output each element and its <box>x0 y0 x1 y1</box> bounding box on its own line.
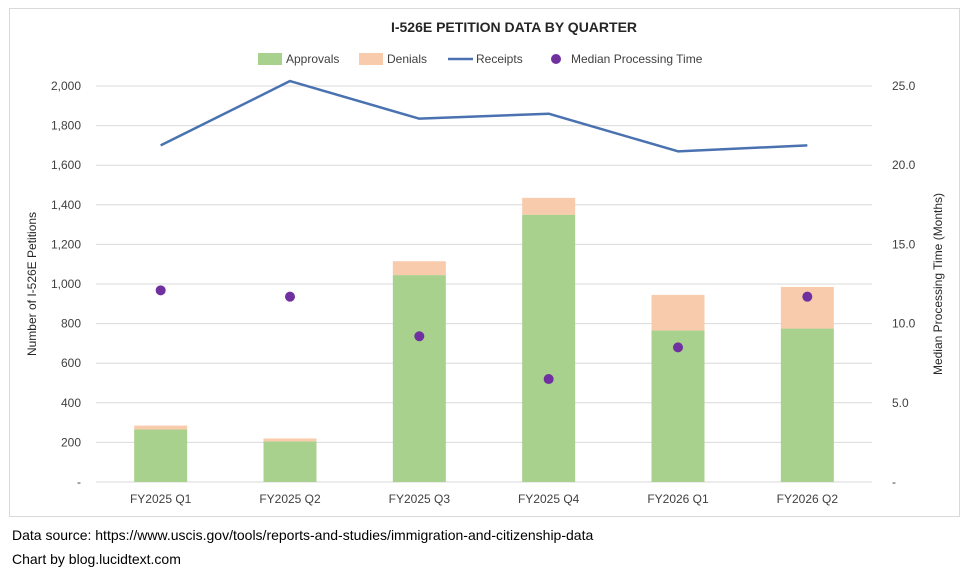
x-tick-label: FY2025 Q3 <box>389 492 451 506</box>
denials-bar <box>263 438 317 442</box>
y-tick-label: 800 <box>61 317 81 331</box>
median-processing-point <box>285 291 295 302</box>
approvals-bar <box>134 429 188 482</box>
y-tick-label: 1,200 <box>51 237 81 251</box>
legend-label-denials: Denials <box>387 52 427 66</box>
y-tick-label: 1,400 <box>51 198 81 212</box>
denials-bar <box>522 197 576 215</box>
approvals-bar <box>263 441 317 482</box>
median-processing-point <box>673 342 683 353</box>
legend-marker-median <box>551 54 561 64</box>
median-processing-point <box>414 331 425 342</box>
y-tick-label: 1,600 <box>51 158 81 172</box>
x-tick-label: FY2025 Q1 <box>130 492 192 506</box>
legend-swatch-denials <box>359 53 383 65</box>
x-tick-label: FY2026 Q1 <box>647 492 709 506</box>
approvals-bar <box>780 328 834 482</box>
chart-title: I-526E PETITION DATA BY QUARTER <box>391 19 637 35</box>
y2-tick-label: 20.0 <box>892 158 916 172</box>
x-tick-label: FY2025 Q2 <box>259 492 321 506</box>
y-axis-label: Number of I-526E Petitions <box>25 212 39 356</box>
denials-bar <box>392 261 446 276</box>
y-tick-label: 2,000 <box>51 79 81 93</box>
y-tick-label: 600 <box>61 356 81 370</box>
denials-bar <box>651 294 705 331</box>
chart-frame: I-526E PETITION DATA BY QUARTER - 200 400 60… <box>9 8 960 517</box>
chart-svg: I-526E PETITION DATA BY QUARTER - 200 400 60… <box>25 19 945 506</box>
approvals-bar <box>651 330 705 482</box>
legend-swatch-approvals <box>258 53 282 65</box>
y2-tick-label: 15.0 <box>892 237 916 251</box>
median-processing-point <box>155 285 166 296</box>
legend-label-receipts: Receipts <box>476 52 523 66</box>
y2-tick-label: 25.0 <box>892 79 916 93</box>
y2-axis-label: Median Processing Time (Months) <box>931 193 945 375</box>
x-tick-label: FY2025 Q4 <box>518 492 580 506</box>
data-source-note: Data source: https://www.uscis.gov/tools… <box>12 527 594 543</box>
y2-tick-label: 10.0 <box>892 317 916 331</box>
approvals-bar <box>522 214 576 482</box>
legend-label-median: Median Processing Time <box>571 52 703 66</box>
denials-bar <box>134 425 188 430</box>
legend-label-approvals: Approvals <box>286 52 339 66</box>
y2-tick-label: - <box>892 475 896 489</box>
y-tick-label: 1,800 <box>51 119 81 133</box>
receipts-line <box>160 79 808 153</box>
median-processing-point <box>802 291 813 302</box>
y-tick-label: 200 <box>61 435 81 449</box>
y-tick-label: 1,000 <box>51 277 81 291</box>
y2-tick-label: 5.0 <box>892 396 909 410</box>
chart-credit: Chart by blog.lucidtext.com <box>12 551 181 567</box>
approvals-bar <box>392 275 446 482</box>
y-tick-label: 400 <box>61 396 81 410</box>
y-tick-label: - <box>77 475 81 489</box>
x-tick-label: FY2026 Q2 <box>777 492 839 506</box>
median-processing-point <box>543 374 554 385</box>
